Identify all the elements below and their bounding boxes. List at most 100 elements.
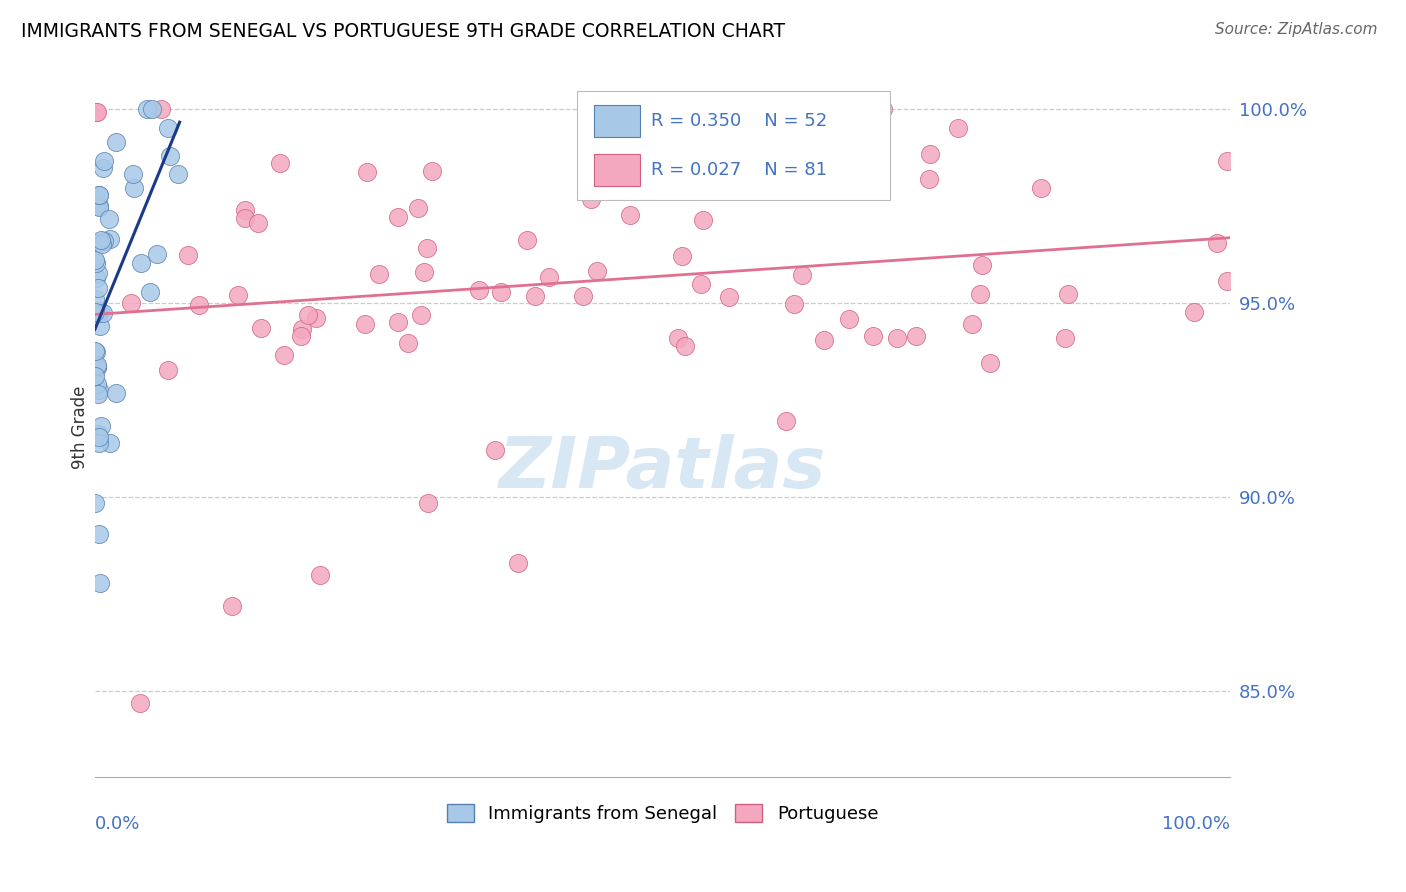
FancyBboxPatch shape (595, 154, 640, 186)
Text: IMMIGRANTS FROM SENEGAL VS PORTUGUESE 9TH GRADE CORRELATION CHART: IMMIGRANTS FROM SENEGAL VS PORTUGUESE 9T… (21, 22, 785, 41)
Point (91, 161, 114, 176)
Point (416, 495, 439, 509)
Point (221, 599, 243, 613)
Point (581, 192, 603, 206)
Point (717, 290, 740, 304)
Point (90, 233, 112, 247)
Text: R = 0.350    N = 52: R = 0.350 N = 52 (651, 112, 828, 130)
Point (89, 199, 111, 213)
Point (291, 321, 314, 335)
FancyBboxPatch shape (595, 105, 640, 136)
Point (98, 232, 121, 246)
Point (129, 696, 152, 710)
Point (467, 283, 489, 297)
Point (619, 208, 641, 222)
Point (89, 429, 111, 443)
Point (269, 156, 291, 170)
Point (135, 102, 157, 116)
Point (508, 556, 530, 570)
Point (841, 139, 863, 153)
Point (84, 344, 107, 359)
Point (387, 315, 409, 329)
Point (89, 304, 111, 318)
Point (87, 436, 110, 450)
Point (89, 575, 111, 590)
Point (396, 335, 419, 350)
Point (862, 329, 884, 343)
Point (1029, 181, 1052, 195)
Point (690, 277, 713, 291)
Point (177, 248, 200, 262)
Point (87, 236, 110, 251)
Point (122, 181, 145, 195)
Point (813, 333, 835, 347)
Point (666, 330, 689, 344)
Text: 0.0%: 0.0% (94, 815, 141, 833)
Point (886, 331, 908, 345)
Point (84, 105, 107, 120)
Point (83, 253, 105, 268)
Point (86, 359, 108, 374)
Point (1056, 287, 1078, 301)
Point (86, 305, 108, 319)
Point (84, 496, 107, 510)
Point (572, 289, 595, 303)
Point (790, 268, 813, 282)
Point (489, 285, 512, 299)
Point (233, 211, 256, 226)
Point (89, 319, 111, 334)
Point (837, 311, 859, 326)
Point (1215, 274, 1237, 288)
Point (918, 172, 941, 186)
Point (89, 383, 111, 397)
Point (86, 358, 108, 372)
Point (156, 363, 179, 377)
Point (87, 281, 110, 295)
Point (90, 418, 112, 433)
Point (89, 201, 111, 215)
Point (1206, 235, 1229, 250)
Point (969, 286, 991, 301)
Point (297, 308, 319, 322)
Point (104, 386, 127, 401)
Point (87, 426, 110, 441)
Point (93, 153, 115, 168)
Point (87, 266, 110, 280)
Point (862, 113, 884, 128)
Point (86, 376, 108, 391)
Point (97, 212, 120, 227)
Point (246, 216, 269, 230)
Point (586, 162, 609, 177)
Point (367, 267, 389, 281)
Point (141, 102, 163, 116)
Point (273, 348, 295, 362)
Point (87, 188, 110, 202)
Point (86, 270, 108, 285)
Point (948, 120, 970, 135)
Point (89, 527, 111, 541)
Point (122, 167, 145, 181)
Text: Source: ZipAtlas.com: Source: ZipAtlas.com (1215, 22, 1378, 37)
Point (159, 148, 181, 162)
Point (671, 249, 693, 263)
Point (250, 321, 273, 335)
Point (129, 256, 152, 270)
Point (406, 201, 429, 215)
Text: R = 0.027    N = 81: R = 0.027 N = 81 (651, 161, 827, 179)
Point (98, 435, 121, 450)
Point (484, 443, 506, 458)
Point (353, 317, 375, 331)
Point (93, 234, 115, 248)
Point (86, 255, 108, 269)
Point (290, 329, 312, 343)
Point (538, 269, 561, 284)
Point (673, 338, 696, 352)
Point (797, 178, 820, 192)
Point (409, 308, 432, 322)
Point (420, 164, 443, 178)
Point (920, 146, 942, 161)
Text: 100.0%: 100.0% (1163, 815, 1230, 833)
Point (416, 241, 439, 255)
Point (84, 304, 107, 318)
Point (187, 297, 209, 311)
